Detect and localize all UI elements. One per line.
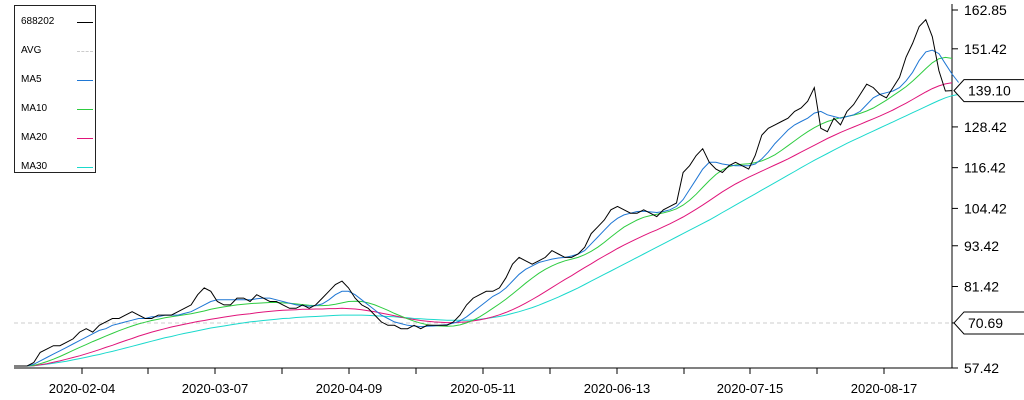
legend-label: MA5 (21, 74, 42, 85)
plot-frame (14, 4, 953, 369)
legend-item-avg: AVG (15, 44, 97, 58)
last-value-marker-label: 139.10 (968, 83, 1011, 99)
y-tick-label: 128.42 (964, 119, 1007, 135)
x-tick-label: 2020-03-07 (182, 381, 249, 396)
legend-item-ma5: MA5 (15, 73, 97, 87)
legend-label: 688202 (21, 16, 55, 27)
y-tick-label: 162.85 (964, 2, 1007, 18)
avg-marker-box (953, 311, 1024, 335)
legend-item-ma30: MA30 (15, 160, 97, 174)
value-markers: 70.69 139.10 (953, 79, 1024, 335)
y-tick-label: 57.42 (964, 360, 999, 376)
legend-label: MA20 (21, 132, 48, 143)
legend-item-ma20: MA20 (15, 131, 97, 145)
legend-swatch (77, 138, 93, 139)
x-axis-ticks: 2020-02-04 2020-03-07 2020-04-09 2020-05-11… (49, 368, 918, 396)
avg-marker-label: 70.69 (968, 315, 1003, 331)
y-tick-label: 104.42 (964, 200, 1007, 216)
legend-item-ma10: MA10 (15, 102, 97, 116)
legend-label: MA30 (21, 161, 48, 172)
series-line-688202 (14, 18, 953, 367)
legend-swatch (77, 167, 93, 168)
legend-label: MA10 (21, 103, 48, 114)
x-tick-label: 2020-05-11 (450, 381, 516, 396)
legend-swatch (77, 22, 93, 23)
y-tick-label: 116.42 (964, 160, 1006, 176)
series-line-ma10 (14, 56, 953, 367)
last-value-marker-box (953, 79, 1024, 103)
legend-item-688202: 688202 (15, 15, 97, 29)
series-line-ma30 (14, 92, 966, 367)
x-tick-label: 2020-04-09 (316, 381, 383, 396)
legend-label: AVG (21, 45, 42, 56)
y-tick-label: 93.42 (964, 238, 999, 254)
legend-swatch (77, 80, 93, 81)
legend-swatch (77, 109, 93, 110)
series-line-ma20 (14, 82, 953, 367)
series-lines (14, 18, 966, 367)
x-tick-label: 2020-08-17 (851, 381, 918, 396)
legend: 688202 AVG MA5 MA10 MA20 MA30 (14, 5, 96, 173)
legend-swatch (77, 51, 93, 52)
x-tick-label: 2020-07-15 (717, 381, 784, 396)
y-tick-label: 151.42 (964, 41, 1007, 57)
y-tick-label: 81.42 (964, 279, 999, 295)
x-tick-label: 2020-02-04 (49, 381, 116, 396)
x-tick-label: 2020-06-13 (584, 381, 651, 396)
